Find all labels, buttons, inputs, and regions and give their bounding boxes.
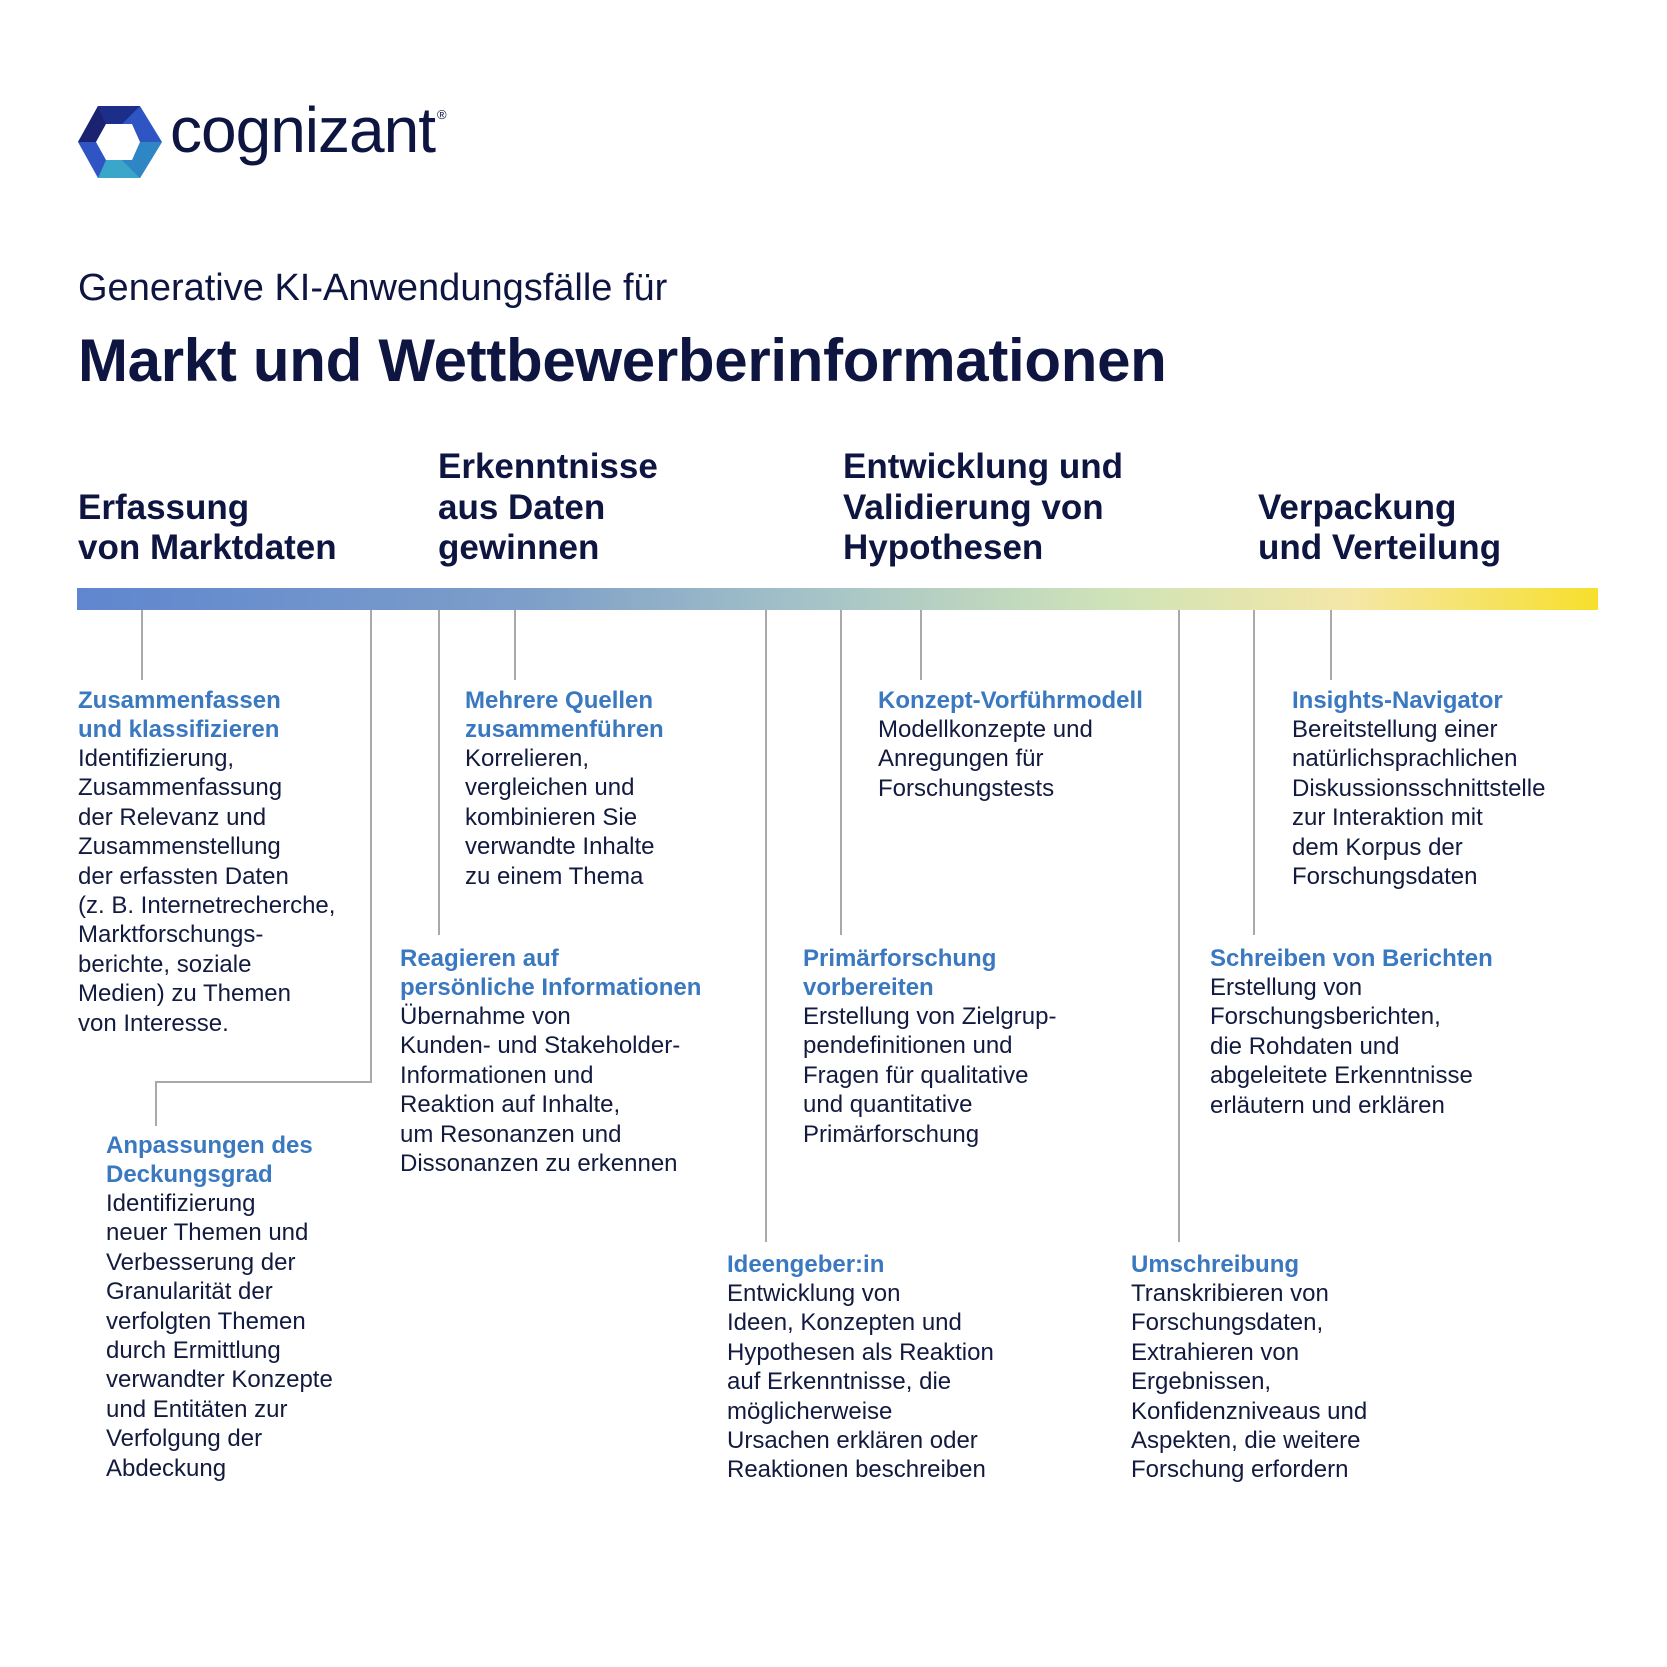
timeline-gradient-bar bbox=[77, 588, 1598, 610]
use-case-insights-navigator: Insights-Navigator Bereitstellung einer … bbox=[1292, 686, 1545, 891]
cognizant-logo-icon bbox=[78, 106, 162, 178]
use-case-description: Identifizierung, Zusammenfassung der Rel… bbox=[78, 745, 336, 1037]
connector-umschreibung bbox=[1178, 610, 1180, 1242]
use-case-title: Primärforschung vorbereiten bbox=[803, 945, 997, 1001]
use-case-reagieren: Reagieren auf persönliche Informationen … bbox=[400, 944, 701, 1178]
use-case-berichte: Schreiben von Berichten Erstellung von F… bbox=[1210, 944, 1493, 1120]
use-case-title: Zusammenfassen und klassifizieren bbox=[78, 687, 281, 743]
page-title: Markt und Wettbewerberinformationen bbox=[78, 327, 1167, 394]
use-case-description: Bereitstellung einer natürlichsprachlich… bbox=[1292, 716, 1546, 891]
use-case-title: Ideengeber:in bbox=[727, 1251, 885, 1278]
use-case-description: Übernahme von Kunden- und Stakeholder- I… bbox=[400, 1003, 681, 1178]
use-case-zusammenfassen: Zusammenfassen und klassifizieren Identi… bbox=[78, 686, 335, 1038]
use-case-mehrere-quellen: Mehrere Quellen zusammenführen Korrelier… bbox=[465, 686, 664, 891]
connector-mehrere-quellen bbox=[514, 610, 516, 680]
use-case-ideengeber: Ideengeber:in Entwicklung von Ideen, Kon… bbox=[727, 1250, 994, 1485]
use-case-title: Insights-Navigator bbox=[1292, 687, 1503, 714]
connector-anpassungen-drop bbox=[155, 1081, 157, 1126]
use-case-konzept: Konzept-Vorführmodell Modellkonzepte und… bbox=[878, 686, 1143, 803]
use-case-title: Schreiben von Berichten bbox=[1210, 945, 1493, 972]
use-case-description: Entwicklung von Ideen, Konzepten und Hyp… bbox=[727, 1280, 994, 1484]
phase-heading-hypothesen: Entwicklung und Validierung von Hypothes… bbox=[843, 447, 1123, 567]
phase-heading-erkenntnisse: Erkenntnisse aus Daten gewinnen bbox=[438, 447, 658, 567]
phase-heading-verpackung: Verpackung und Verteilung bbox=[1258, 487, 1502, 567]
use-case-title: Reagieren auf persönliche Informationen bbox=[400, 945, 702, 1001]
page-subtitle: Generative KI-Anwendungsfälle für bbox=[78, 267, 668, 309]
connector-zusammenfassen bbox=[141, 610, 143, 680]
use-case-title: Mehrere Quellen zusammenführen bbox=[465, 687, 664, 743]
use-case-anpassungen: Anpassungen des Deckungsgrad Identifizie… bbox=[106, 1131, 333, 1483]
use-case-umschreibung: Umschreibung Transkribieren von Forschun… bbox=[1131, 1250, 1367, 1485]
use-case-description: Transkribieren von Forschungsdaten, Extr… bbox=[1131, 1280, 1368, 1484]
connector-berichte bbox=[1253, 610, 1255, 935]
use-case-title: Konzept-Vorführmodell bbox=[878, 687, 1143, 714]
registered-mark: ® bbox=[436, 107, 447, 122]
use-case-primaerforschung: Primärforschung vorbereiten Erstellung v… bbox=[803, 944, 1056, 1149]
use-case-title: Anpassungen des Deckungsgrad bbox=[106, 1132, 313, 1188]
phase-heading-erfassung: Erfassung von Marktdaten bbox=[78, 487, 337, 567]
use-case-description: Erstellung von Forschungsberichten, die … bbox=[1210, 974, 1473, 1119]
use-case-description: Korrelieren, vergleichen und kombinieren… bbox=[465, 745, 655, 890]
connector-konzept bbox=[920, 610, 922, 680]
connector-anpassungen-vertical bbox=[370, 610, 372, 1083]
connector-ideengeber bbox=[765, 610, 767, 1242]
connector-primaerforschung bbox=[840, 610, 842, 935]
use-case-title: Umschreibung bbox=[1131, 1251, 1300, 1278]
connector-anpassungen-horizontal bbox=[155, 1081, 372, 1083]
use-case-description: Erstellung von Zielgrup- pendefinitionen… bbox=[803, 1003, 1057, 1148]
connector-insights bbox=[1330, 610, 1332, 680]
brand-name: cognizant ® bbox=[170, 94, 447, 166]
connector-reagieren bbox=[438, 610, 440, 935]
use-case-description: Identifizierung neuer Themen und Verbess… bbox=[106, 1190, 333, 1482]
use-case-description: Modellkonzepte und Anregungen für Forsch… bbox=[878, 716, 1093, 802]
